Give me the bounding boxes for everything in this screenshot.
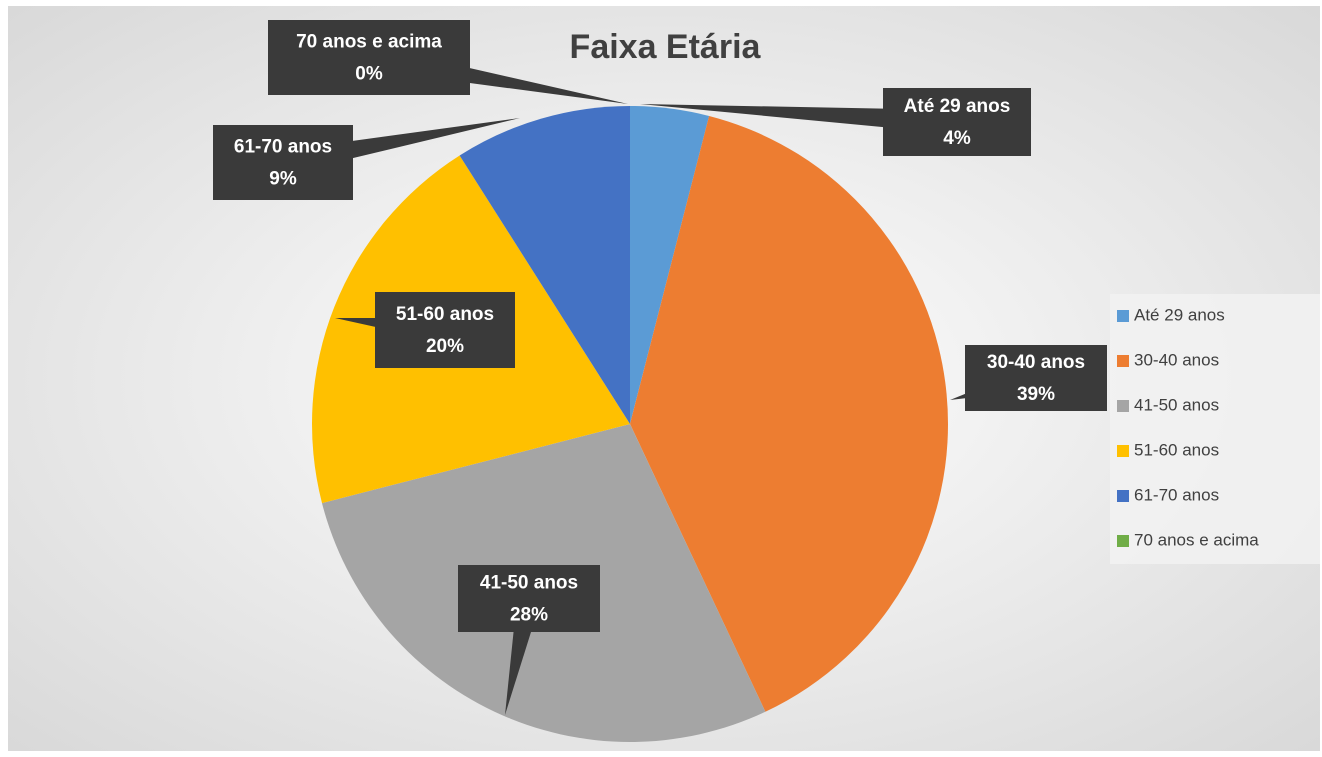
data-label-value: 39%	[1017, 384, 1055, 405]
legend-swatch	[1117, 490, 1129, 502]
legend-swatch	[1117, 535, 1129, 547]
pie-slice	[630, 106, 710, 424]
chart-title: Faixa Etária	[570, 28, 762, 66]
callout-box	[965, 345, 1107, 411]
data-label-category: 30-40 anos	[987, 352, 1085, 373]
legend-label: 41-50 anos	[1134, 395, 1219, 414]
legend-label: 70 anos e acima	[1134, 530, 1259, 549]
legend-swatch	[1117, 310, 1129, 322]
pie-slice	[630, 115, 949, 712]
legend-swatch	[1117, 400, 1129, 412]
callout-box	[268, 20, 470, 95]
legend-label: 51-60 anos	[1134, 440, 1219, 459]
data-label-category: 41-50 anos	[480, 573, 578, 594]
callout-box	[883, 88, 1031, 156]
legend-label: 30-40 anos	[1134, 350, 1219, 369]
data-label-category: 70 anos e acima	[296, 32, 442, 53]
data-label-category: 51-60 anos	[396, 304, 494, 325]
callout-pointer	[640, 104, 958, 134]
legend-box	[1110, 294, 1320, 564]
legend-label: Até 29 anos	[1134, 305, 1225, 324]
data-label-category: 61-70 anos	[234, 137, 332, 158]
data-label-value: 4%	[943, 128, 971, 149]
data-label-value: 9%	[269, 169, 297, 190]
data-label-value: 20%	[426, 336, 464, 357]
callout-box	[213, 125, 353, 200]
data-label-value: 0%	[355, 64, 383, 85]
legend-swatch	[1117, 445, 1129, 457]
callout-box	[458, 565, 600, 632]
data-label-value: 28%	[510, 605, 548, 626]
legend-label: 61-70 anos	[1134, 485, 1219, 504]
callout-box	[375, 292, 515, 368]
data-label-category: Até 29 anos	[904, 96, 1011, 117]
legend-swatch	[1117, 355, 1129, 367]
pie-slice	[459, 106, 630, 424]
